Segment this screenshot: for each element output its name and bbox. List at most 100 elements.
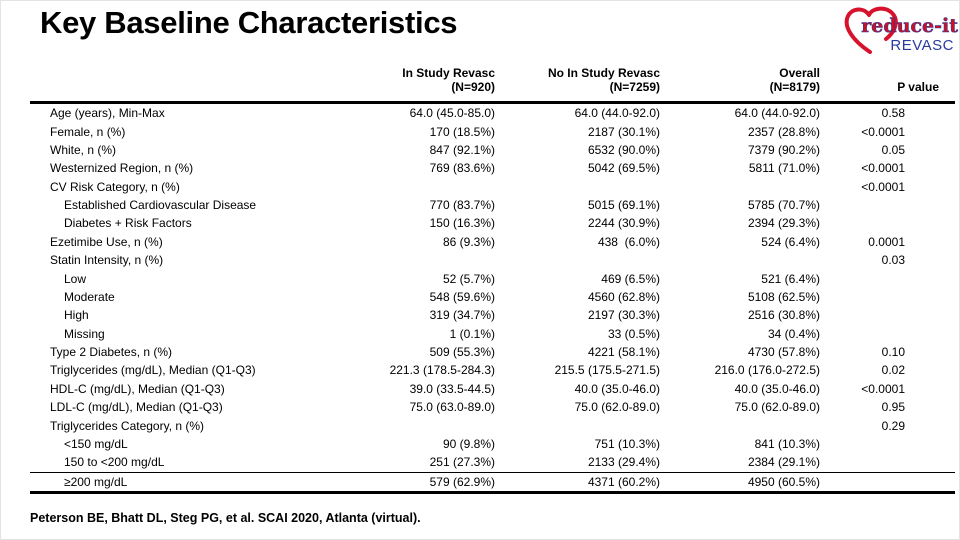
column-name: Overall <box>779 66 820 80</box>
cell-no-in-study-revasc: 4371 (60.2%) <box>500 471 665 494</box>
cell-p-value: 0.95 <box>881 400 905 415</box>
cell-in-study-revasc: 39.0 (33.5-44.5) <box>409 381 495 396</box>
cell-no-in-study-revasc <box>500 416 665 434</box>
row-label: Statin Intensity, n (%) <box>50 253 164 268</box>
cell-no-in-study-revasc <box>500 178 665 196</box>
table-row: High 319 (34.7%) 2197 (30.3%) 2516 (30.8… <box>30 306 955 324</box>
cell-p-value <box>825 306 955 324</box>
cell-overall <box>665 416 825 434</box>
cell-in-study-revasc: 770 (83.7%) <box>429 198 495 213</box>
cell-in-study-revasc: 75.0 (63.0-89.0) <box>409 400 495 415</box>
reduce-it-revasc-logo: reduce-it REVASC <box>838 2 960 60</box>
column-name: No In Study Revasc <box>547 66 660 80</box>
cell-overall: 2394 (29.3%) <box>747 216 820 231</box>
table-row: Diabetes + Risk Factors 150 (16.3%) 2244… <box>30 214 955 232</box>
row-label: Diabetes + Risk Factors <box>64 216 192 231</box>
heart-icon <box>844 6 898 54</box>
row-label: Low <box>64 271 87 286</box>
row-label: ≥200 mg/dL <box>30 471 350 494</box>
cell-p-value: 0.02 <box>881 363 905 378</box>
table-row: Triglycerides Category, n (%) 0.29 <box>30 416 955 434</box>
cell-no-in-study-revasc <box>500 251 665 269</box>
table-row: Westernized Region, n (%) 769 (83.6%) 50… <box>30 159 955 177</box>
cell-overall: 521 (6.4%) <box>761 271 820 286</box>
cell-p-value: 0.10 <box>881 345 905 360</box>
cell-no-in-study-revasc: 215.5 (175.5-271.5) <box>554 363 660 378</box>
cell-p-value: 0.29 <box>881 418 905 433</box>
cell-in-study-revasc: 170 (18.5%) <box>429 124 495 139</box>
column-n: (N=7259) <box>609 80 660 94</box>
cell-in-study-revasc: 90 (9.8%) <box>442 436 495 451</box>
row-label: <150 mg/dL <box>64 436 128 451</box>
table-row: 150 to <200 mg/dL 251 (27.3%) 2133 (29.4… <box>30 453 955 472</box>
cell-overall: 5785 (70.7%) <box>747 198 820 213</box>
cell-in-study-revasc <box>350 416 500 434</box>
cell-overall: 75.0 (62.0-89.0) <box>734 400 820 415</box>
row-label: HDL-C (mg/dL), Median (Q1-Q3) <box>50 381 225 396</box>
row-label: Missing <box>64 326 105 341</box>
cell-overall: 2357 (28.8%) <box>747 124 820 139</box>
row-label: Established Cardiovascular Disease <box>64 198 257 213</box>
cell-overall: 64.0 (44.0-92.0) <box>734 106 820 121</box>
cell-overall: 4730 (57.8%) <box>747 345 820 360</box>
cell-no-in-study-revasc: 2187 (30.1%) <box>587 124 660 139</box>
cell-p-value: <0.0001 <box>861 381 905 396</box>
cell-in-study-revasc: 52 (5.7%) <box>442 271 495 286</box>
table-row: Type 2 Diabetes, n (%) 509 (55.3%) 4221 … <box>30 343 955 361</box>
cell-no-in-study-revasc: 4221 (58.1%) <box>587 345 660 360</box>
table-row: HDL-C (mg/dL), Median (Q1-Q3) 39.0 (33.5… <box>30 380 955 398</box>
row-label: Moderate <box>64 289 115 304</box>
cell-no-in-study-revasc: 33 (0.5%) <box>607 326 660 341</box>
row-label: Female, n (%) <box>50 124 126 139</box>
cell-overall: 34 (0.4%) <box>767 326 820 341</box>
table-row: Statin Intensity, n (%) 0.03 <box>30 251 955 269</box>
cell-p-value <box>825 214 955 232</box>
logo-graphic: reduce-it REVASC <box>844 6 959 54</box>
cell-no-in-study-revasc: 5042 (69.5%) <box>587 161 660 176</box>
table-row: Age (years), Min-Max 64.0 (45.0-85.0) 64… <box>30 103 955 123</box>
cell-in-study-revasc: 319 (34.7%) <box>429 308 495 323</box>
cell-p-value <box>825 196 955 214</box>
cell-p-value <box>825 269 955 287</box>
cell-no-in-study-revasc: 2244 (30.9%) <box>587 216 660 231</box>
cell-in-study-revasc: 769 (83.6%) <box>429 161 495 176</box>
cell-no-in-study-revasc: 6532 (90.0%) <box>587 142 660 157</box>
header-p-value: P value <box>825 56 955 104</box>
cell-in-study-revasc: 579 (62.9%) <box>350 471 500 494</box>
row-label: Age (years), Min-Max <box>50 106 165 121</box>
table-row: White, n (%) 847 (92.1%) 6532 (90.0%) 73… <box>30 141 955 159</box>
cell-no-in-study-revasc: 469 (6.5%) <box>601 271 660 286</box>
cell-no-in-study-revasc: 2133 (29.4%) <box>587 455 660 470</box>
cell-overall: 2384 (29.1%) <box>747 455 820 470</box>
cell-in-study-revasc: 509 (55.3%) <box>429 345 495 360</box>
column-n: (N=8179) <box>769 80 820 94</box>
cell-p-value <box>825 435 955 453</box>
table-row: <150 mg/dL 90 (9.8%) 751 (10.3%) 841 (10… <box>30 435 955 453</box>
column-n: (N=920) <box>451 80 495 94</box>
header-in-study-revasc: In Study Revasc (N=920) <box>350 56 500 104</box>
cell-in-study-revasc: 150 (16.3%) <box>429 216 495 231</box>
row-label: LDL-C (mg/dL), Median (Q1-Q3) <box>50 400 223 415</box>
cell-no-in-study-revasc: 75.0 (62.0-89.0) <box>574 400 660 415</box>
logo-reduce-it-text: reduce-it <box>861 15 958 37</box>
cell-p-value <box>825 288 955 306</box>
table-row: Moderate 548 (59.6%) 4560 (62.8%) 5108 (… <box>30 288 955 306</box>
cell-in-study-revasc: 251 (27.3%) <box>429 455 495 470</box>
cell-p-value: <0.0001 <box>861 161 905 176</box>
column-name: P value <box>897 80 939 94</box>
cell-p-value: 0.03 <box>881 253 905 268</box>
cell-overall: 841 (10.3%) <box>754 436 820 451</box>
cell-in-study-revasc <box>350 178 500 196</box>
cell-p-value: 0.58 <box>881 106 905 121</box>
cell-overall: 40.0 (35.0-46.0) <box>734 381 820 396</box>
logo-revasc-text: REVASC <box>890 37 954 54</box>
cell-in-study-revasc: 847 (92.1%) <box>429 142 495 157</box>
cell-p-value <box>825 325 955 343</box>
row-label: Triglycerides (mg/dL), Median (Q1-Q3) <box>50 363 256 378</box>
row-label: 150 to <200 mg/dL <box>64 455 165 470</box>
cell-in-study-revasc: 64.0 (45.0-85.0) <box>409 106 495 121</box>
table-body: Age (years), Min-Max 64.0 (45.0-85.0) 64… <box>30 103 955 494</box>
table-row: Missing 1 (0.1%) 33 (0.5%) 34 (0.4%) <box>30 325 955 343</box>
table-row: Low 52 (5.7%) 469 (6.5%) 521 (6.4%) <box>30 269 955 287</box>
cell-no-in-study-revasc: 40.0 (35.0-46.0) <box>574 381 660 396</box>
